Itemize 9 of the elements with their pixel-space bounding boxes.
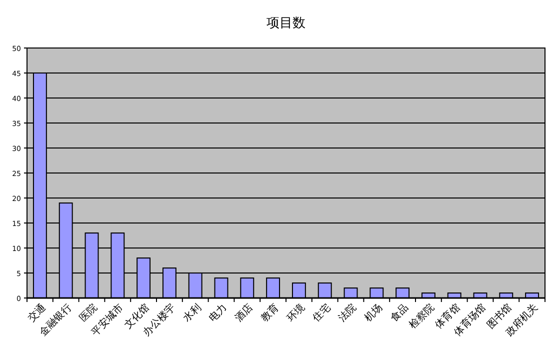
x-tick-label: 电力 xyxy=(206,302,230,324)
x-tick-label: 法院 xyxy=(336,302,359,324)
title: 项目数 xyxy=(266,16,306,31)
x-tick-label: 教育 xyxy=(258,302,282,324)
x-tick-label: 环境 xyxy=(284,302,308,324)
x-tick-label: 酒店 xyxy=(232,302,256,324)
x-tick-label: 住宅 xyxy=(310,302,333,324)
x-tick-label: 水利 xyxy=(180,302,204,324)
x-tick-label: 机场 xyxy=(362,302,385,324)
